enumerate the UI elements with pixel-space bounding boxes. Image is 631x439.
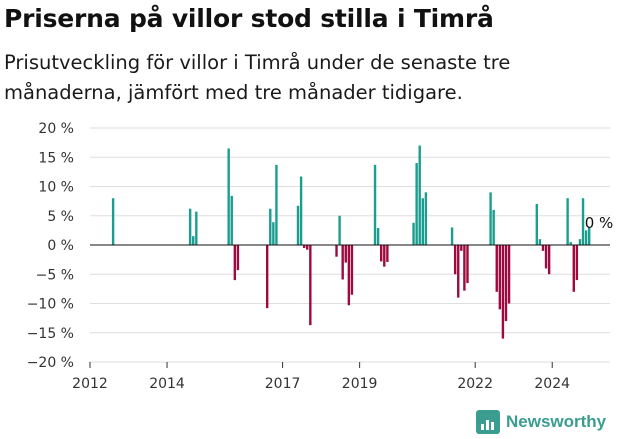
y-tick-label: −20 %: [27, 355, 74, 371]
bar: [457, 245, 460, 298]
y-axis-ticks: 20 % 15 % 10 % 5 % 0 % −5 % −10 % −15 % −20 %: [27, 121, 74, 371]
y-tick-label: −10 %: [27, 297, 74, 313]
bar: [501, 245, 505, 339]
bar: [495, 245, 498, 292]
bar: [588, 227, 591, 245]
bar: [188, 208, 192, 245]
bar: [463, 245, 466, 291]
bar: [376, 228, 380, 245]
x-tick-label: 2019: [342, 376, 378, 392]
bar: [236, 245, 240, 271]
bar: [111, 198, 115, 245]
bar: [498, 245, 502, 310]
bar: [227, 148, 230, 245]
bar: [507, 245, 511, 304]
y-tick-label: −5 %: [36, 267, 74, 283]
bar: [489, 192, 492, 245]
bar: [350, 245, 354, 295]
bar: [386, 245, 389, 262]
gridlines: [90, 127, 610, 363]
bar: [584, 230, 588, 245]
bar: [415, 163, 418, 245]
bar: [275, 164, 278, 245]
logo-text: Newsworthy: [506, 412, 607, 431]
chart-title: Priserna på villor stod stilla i Timrå: [4, 4, 494, 33]
bar: [492, 209, 495, 245]
bar: [575, 245, 579, 281]
bar: [341, 245, 344, 280]
bar: [380, 245, 383, 262]
y-tick-label: 20 %: [38, 121, 74, 137]
y-tick-label: 10 %: [38, 180, 74, 196]
bar: [460, 245, 463, 251]
bar: [306, 245, 309, 250]
bar: [347, 245, 351, 306]
bar: [421, 198, 424, 245]
bar: [230, 195, 233, 245]
x-tick-label: 2014: [149, 376, 185, 392]
bar: [299, 176, 303, 245]
bar: [373, 164, 377, 245]
bar: [195, 211, 198, 245]
bar: [269, 208, 272, 245]
bar: [418, 145, 421, 245]
bar: [383, 245, 386, 267]
latest-value-annotation: 0 %: [585, 214, 614, 232]
newsworthy-logo: Newsworthy: [476, 408, 606, 436]
bar: [541, 245, 545, 251]
bar: [450, 227, 454, 245]
bar: [544, 245, 548, 269]
bar: [233, 245, 237, 281]
x-tick-label: 2012: [72, 376, 108, 392]
bar: [566, 198, 569, 245]
y-tick-label: 0 %: [47, 238, 74, 254]
bar: [309, 245, 312, 326]
bar: [192, 236, 195, 245]
x-tick-label: 2022: [457, 376, 493, 392]
bar: [504, 245, 508, 322]
bar: [296, 205, 300, 245]
bar: [338, 215, 341, 245]
bar: [466, 245, 469, 284]
bar: [412, 222, 415, 245]
bar-chart-icon: [476, 410, 500, 434]
bar: [335, 245, 338, 257]
x-tick-label: 2024: [534, 376, 570, 392]
bar: [424, 192, 428, 245]
y-tick-label: 15 %: [38, 150, 74, 166]
x-tick-label: 2017: [265, 376, 301, 392]
bar: [569, 242, 572, 245]
bar: [535, 204, 539, 245]
y-tick-label: −15 %: [27, 326, 74, 342]
bar: [272, 222, 275, 245]
bar: [572, 245, 575, 292]
x-axis-ticks: 2012 2014 2017 2019 2022 2024: [72, 362, 570, 392]
y-tick-label: 5 %: [47, 209, 74, 225]
chart-subtitle: Prisutveckling för villor i Timrå under …: [4, 51, 511, 104]
bar: [547, 245, 551, 275]
bar: [453, 245, 457, 275]
bars: [111, 145, 591, 339]
bar: [581, 198, 585, 245]
bar: [265, 245, 269, 309]
bar: [344, 245, 347, 263]
bar: [302, 245, 306, 248]
bar: [538, 239, 542, 245]
bar: [578, 239, 582, 245]
